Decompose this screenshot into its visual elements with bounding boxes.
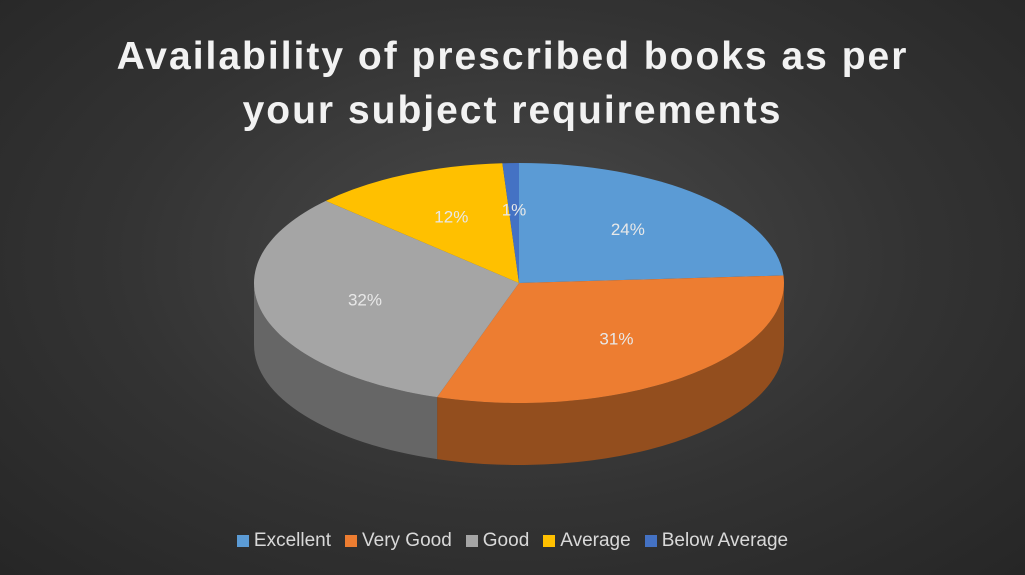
slice-side xyxy=(437,283,784,466)
legend: Excellent Very Good Good Average Below Avera… xyxy=(0,530,1025,552)
legend-item: Average xyxy=(543,530,631,552)
legend-item: Good xyxy=(465,530,530,552)
legend-swatch xyxy=(345,535,357,547)
legend-swatch xyxy=(465,535,478,547)
data-label: 31% xyxy=(599,329,633,348)
legend-label: Average xyxy=(560,530,631,551)
slice xyxy=(325,163,519,283)
legend-label: Good xyxy=(482,530,530,551)
legend-item: Very Good xyxy=(345,530,452,552)
data-label: 1% xyxy=(502,201,527,220)
slice xyxy=(437,275,784,403)
slice xyxy=(502,163,519,283)
legend-label: Very Good xyxy=(362,530,452,551)
legend-label: Excellent xyxy=(253,530,331,551)
data-label: 24% xyxy=(611,220,645,239)
legend-item: Excellent xyxy=(236,530,331,552)
slice xyxy=(519,163,784,283)
legend-swatch xyxy=(644,535,657,547)
legend-item: Below Average xyxy=(644,530,789,552)
legend-swatch xyxy=(236,535,249,547)
legend-label: Below Average xyxy=(661,530,789,551)
data-label: 12% xyxy=(434,207,468,226)
slice-side xyxy=(254,283,438,460)
legend-swatch xyxy=(543,535,556,547)
chart-title: Availability of prescribed books as per … xyxy=(116,35,909,132)
slice xyxy=(254,200,519,398)
data-label: 32% xyxy=(348,290,382,309)
